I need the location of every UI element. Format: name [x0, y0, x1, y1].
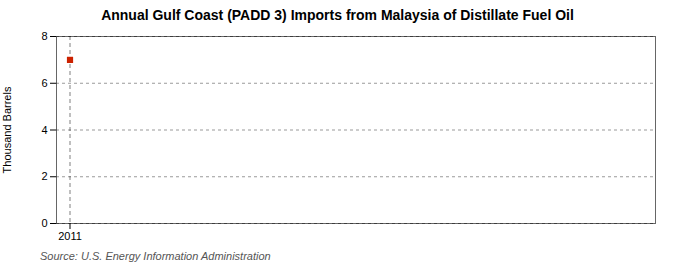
svg-text:6: 6 [41, 77, 47, 89]
html-text:Annual Gulf Coast (PADD 3) Imp: Annual Gulf Coast (PADD 3) Imports from … [101, 7, 574, 23]
html-text:Source: U.S. Energy Informatio: Source: U.S. Energy Information Administ… [40, 250, 271, 262]
svg-text:8: 8 [41, 30, 47, 42]
svg-text:0: 0 [41, 217, 47, 229]
svg-text:4: 4 [41, 124, 47, 136]
svg-text:Thousand Barrels: Thousand Barrels [1, 86, 13, 173]
svg-text:2011: 2011 [58, 230, 82, 242]
svg-text:2: 2 [41, 170, 47, 182]
